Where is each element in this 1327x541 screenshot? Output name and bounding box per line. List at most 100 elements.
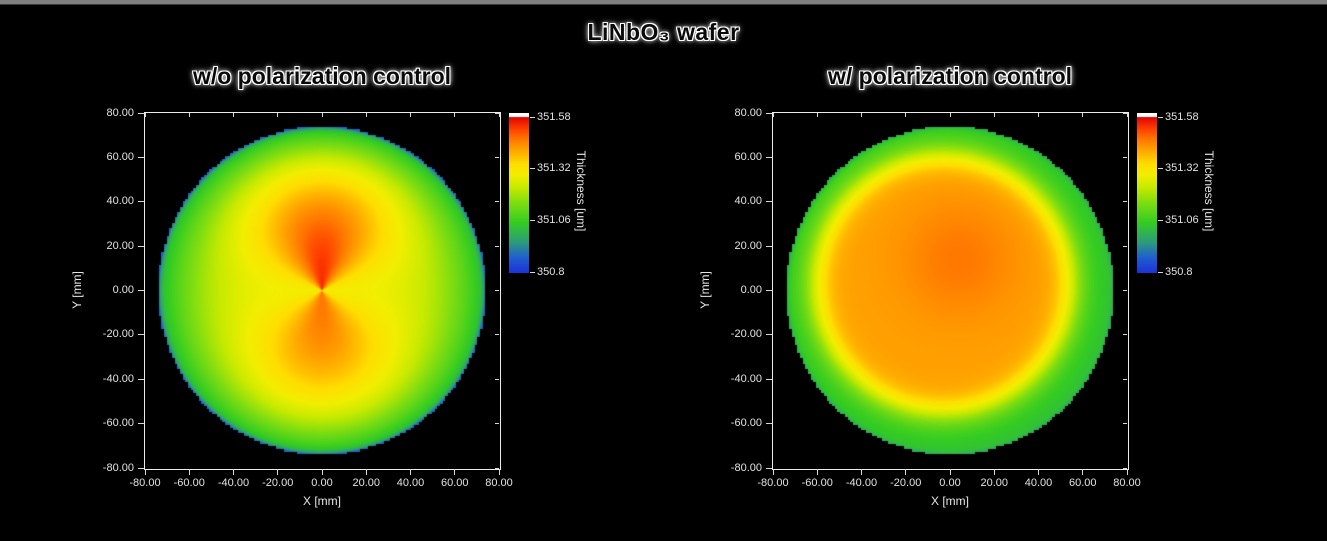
- y-tick-mark: [766, 423, 772, 425]
- y-inner-tick-right: [495, 201, 499, 203]
- x-tick-label: 40.00: [396, 477, 425, 489]
- y-tick-mark: [138, 290, 144, 291]
- colorbar-canvas: [509, 113, 529, 273]
- y-tick-mark: [138, 245, 144, 247]
- y-tick-mark: [766, 156, 772, 158]
- x-tick-label: 80.00: [485, 477, 513, 489]
- x-inner-tick-top: [1038, 113, 1039, 117]
- colorbar-tick-label: 351.58: [1165, 110, 1199, 123]
- x-tick-label: -80.00: [129, 477, 161, 489]
- colorbar-tick-mark: [1158, 116, 1163, 118]
- y-tick-label: -20.00: [730, 328, 762, 341]
- x-inner-tick-top: [233, 113, 234, 117]
- y-tick-label: 40.00: [106, 195, 134, 208]
- x-tick-label: 20.00: [980, 477, 1009, 489]
- y-inner-tick-right: [1123, 201, 1127, 203]
- y-inner-tick-right: [495, 112, 499, 114]
- colorbar-tick-label: 351.32: [537, 162, 571, 175]
- y-inner-tick-right: [495, 467, 499, 469]
- y-tick-label: 60.00: [734, 150, 762, 163]
- y-tick-label: -60.00: [102, 417, 134, 430]
- x-tick-label: 0.00: [311, 477, 333, 489]
- colorbar-canvas: [1137, 113, 1157, 273]
- x-tick-mark: [144, 469, 146, 475]
- x-inner-tick-top: [1082, 113, 1084, 117]
- y-inner-tick-right: [495, 378, 499, 380]
- y-tick-mark: [138, 156, 144, 158]
- y-tick-mark: [766, 112, 772, 114]
- y-inner-tick-right: [1123, 156, 1127, 158]
- x-axis-label: X [mm]: [931, 494, 969, 508]
- y-tick-label: -20.00: [102, 328, 134, 341]
- x-inner-tick-top: [993, 113, 995, 117]
- x-inner-tick-top: [277, 113, 279, 117]
- x-tick-mark: [277, 469, 279, 475]
- x-inner-tick-top: [498, 113, 500, 117]
- x-tick-label: 20.00: [352, 477, 381, 489]
- wafer-heatmap-canvas: [773, 113, 1127, 468]
- y-tick-mark: [138, 112, 144, 114]
- y-inner-tick-right: [1123, 467, 1127, 469]
- y-tick-label: -40.00: [102, 372, 134, 385]
- x-tick-mark: [1038, 469, 1039, 475]
- x-inner-tick-top: [816, 113, 818, 117]
- x-tick-mark: [1126, 469, 1128, 475]
- x-inner-tick-top: [949, 113, 951, 117]
- x-tick-label: -60.00: [801, 477, 833, 489]
- x-tick-label: -20.00: [262, 477, 294, 489]
- y-inner-tick-right: [1123, 112, 1127, 114]
- x-inner-tick-top: [772, 113, 774, 117]
- y-tick-label: 40.00: [734, 195, 762, 208]
- y-tick-label: 60.00: [106, 150, 134, 163]
- x-inner-tick-top: [365, 113, 367, 117]
- y-tick-mark: [766, 245, 772, 247]
- y-tick-label: 80.00: [106, 106, 134, 119]
- x-inner-tick-top: [861, 113, 862, 117]
- x-tick-mark: [1082, 469, 1084, 475]
- y-inner-tick-right: [1123, 245, 1127, 247]
- x-tick-mark: [410, 469, 411, 475]
- colorbar-tick-mark: [1158, 168, 1163, 170]
- colorbar-tick-mark: [530, 271, 535, 273]
- x-tick-mark: [861, 469, 862, 475]
- x-tick-label: -20.00: [890, 477, 922, 489]
- x-tick-label: -40.00: [217, 477, 250, 489]
- x-tick-label: 40.00: [1024, 477, 1053, 489]
- x-tick-mark: [321, 469, 323, 475]
- y-inner-tick-right: [1123, 334, 1127, 336]
- x-inner-tick-top: [905, 113, 907, 117]
- x-inner-tick-top: [144, 113, 146, 117]
- y-tick-mark: [766, 201, 772, 203]
- y-tick-label: -40.00: [730, 372, 762, 385]
- x-tick-mark: [188, 469, 190, 475]
- y-tick-label: 20.00: [106, 239, 134, 252]
- x-tick-mark: [498, 469, 500, 475]
- y-tick-label: 80.00: [734, 106, 762, 119]
- x-inner-tick-top: [188, 113, 190, 117]
- x-inner-tick-top: [454, 113, 456, 117]
- x-tick-label: -80.00: [757, 477, 789, 489]
- x-tick-mark: [905, 469, 907, 475]
- y-tick-mark: [138, 467, 144, 469]
- colorbar-tick-label: 351.06: [537, 213, 571, 226]
- figure-title: LiNbO₃ wafer: [587, 19, 740, 45]
- y-tick-mark: [138, 378, 144, 380]
- x-tick-label: -60.00: [173, 477, 205, 489]
- colorbar-tick-label: 350.8: [537, 265, 565, 278]
- x-tick-mark: [454, 469, 456, 475]
- x-inner-tick-top: [321, 113, 323, 117]
- top-border: [0, 0, 1327, 5]
- y-tick-label: -80.00: [102, 461, 134, 474]
- y-tick-mark: [766, 290, 772, 291]
- y-tick-label: -80.00: [730, 461, 762, 474]
- y-inner-tick-right: [495, 334, 499, 336]
- colorbar-tick-mark: [1158, 219, 1163, 221]
- colorbar-tick-label: 350.8: [1165, 265, 1193, 278]
- y-inner-tick-right: [1123, 423, 1127, 425]
- y-inner-tick-right: [495, 423, 499, 425]
- x-axis-label: X [mm]: [303, 494, 341, 508]
- y-inner-tick-right: [495, 245, 499, 247]
- colorbar-tick-label: 351.58: [537, 110, 571, 123]
- colorbar-tick-mark: [530, 116, 535, 118]
- x-tick-label: 60.00: [440, 477, 469, 489]
